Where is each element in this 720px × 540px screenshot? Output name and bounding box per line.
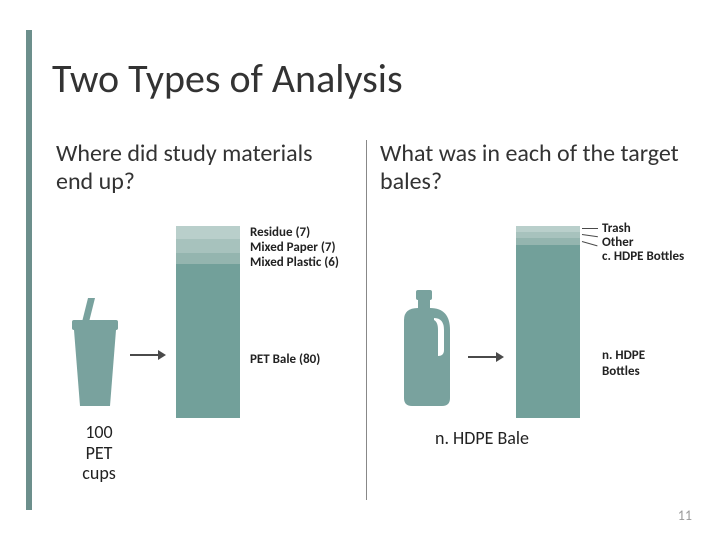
vertical-divider <box>366 140 367 500</box>
left-label-mixed-paper: Mixed Paper (7) <box>250 240 336 256</box>
ptr-chdpe <box>582 241 598 246</box>
left-seg-mixed-paper <box>176 239 240 252</box>
right-label-chdpe: c. HDPE Bottles <box>602 249 684 265</box>
accent-bar <box>26 30 32 510</box>
left-label-pet-bale: PET Bale (80) <box>250 352 320 368</box>
ptr-trash <box>582 228 598 229</box>
subtitle-left: Where did study materials end up? <box>56 140 316 195</box>
arrow-left <box>130 354 164 356</box>
left-seg-pet-bale <box>176 264 240 418</box>
ptr-other <box>582 234 598 237</box>
subtitle-right: What was in each of the target bales? <box>380 140 680 195</box>
left-seg-mixed-plastic <box>176 253 240 265</box>
slide-title: Two Types of Analysis <box>52 58 403 100</box>
left-label-mixed-plastic: Mixed Plastic (6) <box>250 255 339 271</box>
jug-icon <box>394 290 460 408</box>
right-label-nhdpe: n. HDPE Bottles <box>602 348 645 379</box>
left-bar-chart <box>176 226 240 418</box>
right-seg-chdpe <box>516 238 580 246</box>
left-seg-residue <box>176 226 240 239</box>
arrow-right <box>468 356 502 358</box>
cup-icon <box>68 298 122 408</box>
right-seg-nhdpe <box>516 245 580 418</box>
right-bar-chart <box>516 226 580 418</box>
left-label-residue: Residue (7) <box>250 225 310 241</box>
page-number: 11 <box>678 507 692 524</box>
caption-left: 100 PET cups <box>72 422 126 484</box>
caption-right: n. HDPE Bale <box>432 428 532 449</box>
